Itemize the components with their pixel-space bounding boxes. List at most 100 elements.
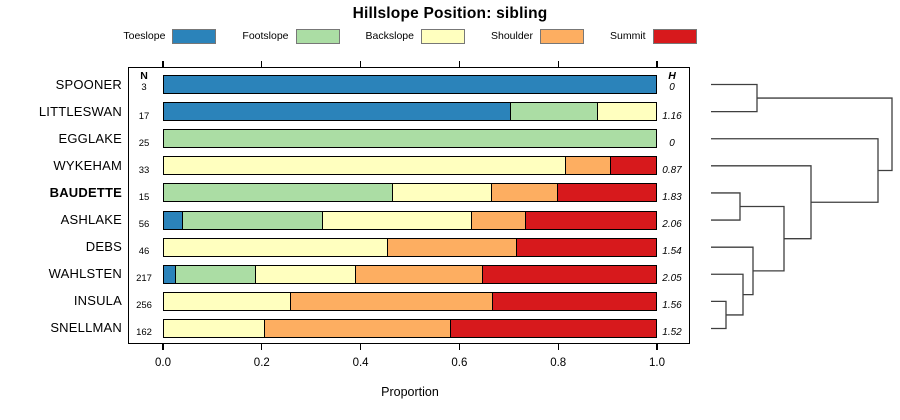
x-tick-top: [557, 61, 559, 67]
bar-segment-toeslope: [164, 265, 176, 283]
bar-segment-summit: [516, 238, 656, 256]
stacked-bar: [163, 210, 657, 230]
stacked-bar: [163, 318, 657, 338]
bar-segment-shoulder: [354, 265, 482, 283]
bar-segment-summit: [557, 184, 656, 202]
row-label: WAHLSTEN: [48, 266, 122, 282]
n-value: 256: [136, 300, 152, 312]
h-value: 1.56: [662, 300, 682, 312]
plot-box: [128, 67, 690, 344]
x-axis-label: Proportion: [381, 385, 439, 399]
n-value: 15: [138, 191, 150, 203]
x-tick-bottom: [656, 344, 658, 350]
bar-segment-toeslope: [164, 103, 510, 121]
bar-segment-footslope: [181, 211, 323, 229]
bar-segment-backslope: [254, 265, 355, 283]
h-value: 0.87: [662, 164, 682, 176]
x-tick-bottom: [162, 344, 164, 350]
stacked-bar: [163, 291, 657, 311]
bar-segment-footslope: [175, 265, 255, 283]
legend-swatch-footslope: [295, 28, 340, 44]
stacked-bar: [163, 237, 657, 257]
bar-segment-shoulder: [387, 238, 517, 256]
n-value: 25: [138, 137, 150, 149]
legend-item-label: Toeslope: [123, 30, 166, 42]
bar-segment-shoulder: [263, 319, 450, 337]
x-tick-label: 0.8: [550, 357, 567, 369]
bar-segment-summit: [610, 157, 656, 175]
stacked-bar: [163, 264, 657, 284]
bar-segment-summit: [524, 211, 656, 229]
bar-segment-summit: [481, 265, 656, 283]
legend-swatch-backslope: [420, 28, 465, 44]
stacked-bar: [163, 75, 657, 94]
x-tick-top: [360, 61, 362, 67]
bar-segment-summit: [492, 292, 656, 310]
bar-segment-backslope: [164, 238, 388, 256]
x-tick-label: 0.6: [451, 357, 468, 369]
row-label: WYKEHAM: [53, 157, 122, 173]
stacked-bar: [163, 102, 657, 122]
legend-item: Toeslope: [123, 28, 217, 44]
legend-swatch-toeslope: [172, 28, 217, 44]
bar-segment-backslope: [164, 157, 565, 175]
h-value: 0: [669, 81, 675, 93]
h-value: 1.54: [662, 246, 682, 258]
stacked-bar: [163, 156, 657, 176]
n-value: 162: [136, 327, 152, 339]
legend-item-label: Backslope: [365, 30, 414, 42]
bar-segment-toeslope: [164, 76, 656, 93]
h-value: 0: [669, 137, 675, 149]
legend-item-label: Footslope: [242, 30, 289, 42]
x-tick-top: [261, 61, 263, 67]
x-tick-label: 0.0: [155, 357, 171, 369]
row-label: SPOONER: [55, 76, 122, 92]
h-value: 1.83: [662, 191, 682, 203]
bar-segment-footslope: [164, 184, 393, 202]
bar-segment-backslope: [597, 103, 656, 121]
n-column-header: N: [140, 69, 148, 82]
n-value: 3: [141, 81, 147, 93]
n-value: 17: [138, 110, 150, 122]
legend-item: Footslope: [242, 28, 340, 44]
n-value: 56: [138, 219, 150, 231]
bar-segment-footslope: [164, 130, 656, 148]
bar-segment-shoulder: [290, 292, 493, 310]
row-label: ASHLAKE: [60, 212, 122, 228]
x-tick-bottom: [261, 344, 263, 350]
bar-segment-backslope: [164, 292, 291, 310]
x-tick-label: 1.0: [649, 357, 665, 369]
bar-segment-shoulder: [471, 211, 525, 229]
legend-swatch-shoulder: [540, 28, 585, 44]
legend-item: Backslope: [365, 28, 465, 44]
stacked-bar: [163, 183, 657, 203]
x-tick-bottom: [557, 344, 559, 350]
bar-segment-summit: [449, 319, 656, 337]
x-tick-top: [458, 61, 460, 67]
n-value: 217: [136, 273, 152, 285]
n-value: 33: [138, 164, 150, 176]
bar-segment-footslope: [509, 103, 598, 121]
h-value: 1.16: [662, 110, 682, 122]
row-label: LITTLESWAN: [38, 103, 122, 119]
legend-swatch-summit: [652, 28, 697, 44]
legend-item: Shoulder: [490, 28, 585, 44]
x-tick-bottom: [458, 344, 460, 350]
bar-segment-shoulder: [491, 184, 558, 202]
row-label: BAUDETTE: [49, 184, 122, 200]
legend-item-label: Summit: [610, 30, 646, 42]
row-label: SNELLMAN: [50, 320, 122, 336]
x-tick-top: [656, 61, 658, 67]
h-column-header: H: [668, 69, 676, 82]
stacked-bar: [163, 129, 657, 149]
legend-item-label: Shoulder: [490, 30, 534, 42]
row-label: INSULA: [73, 293, 122, 309]
row-label: DEBS: [85, 239, 122, 255]
chart-title: Hillslope Position: sibling: [352, 5, 548, 22]
h-value: 2.05: [662, 273, 682, 285]
x-tick-top: [162, 61, 164, 67]
bar-segment-shoulder: [564, 157, 611, 175]
legend-item: Summit: [610, 28, 697, 44]
